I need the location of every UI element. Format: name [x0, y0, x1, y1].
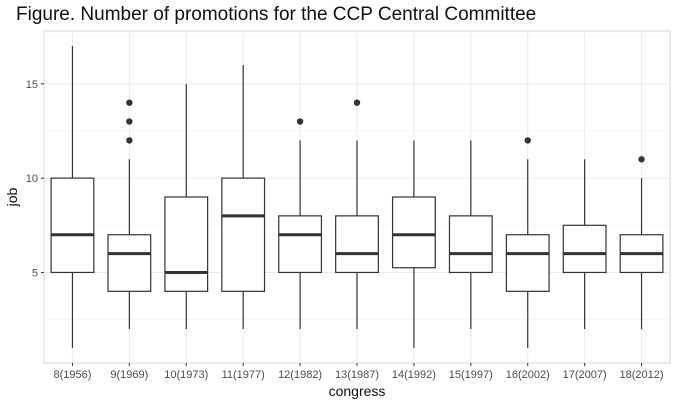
box-iqr — [278, 215, 323, 274]
box-3 — [164, 83, 209, 330]
box-6 — [335, 99, 379, 330]
axis-layer: 5 10 15 8(1956) 9(1969) 10(1973) 11(1977) 12(19… — [26, 79, 664, 381]
outlier-point — [638, 156, 645, 163]
box-iqr — [221, 177, 266, 292]
outlier-point — [126, 118, 133, 125]
outlier-point — [296, 118, 304, 125]
x-tick-label: 9(1969) — [110, 369, 148, 381]
x-tick-label: 11(1977) — [222, 369, 265, 381]
box-2 — [107, 99, 152, 330]
x-tick-label: 13(1987) — [335, 369, 379, 381]
chart-title: Figure. Number of promotions for the CCP… — [16, 4, 537, 25]
x-tick-label: 17(2007) — [563, 369, 607, 381]
x-tick-label: 15(1997) — [449, 369, 493, 381]
box-iqr — [448, 215, 493, 274]
x-axis-title: congress — [329, 383, 386, 399]
box-11 — [619, 156, 664, 330]
outlier-point — [353, 99, 361, 106]
outlier-point — [524, 137, 531, 144]
box-iqr — [562, 224, 607, 274]
y-tick-label: 5 — [32, 267, 38, 279]
box-9 — [505, 137, 550, 348]
box-iqr — [505, 234, 550, 292]
box-iqr — [107, 234, 152, 292]
x-tick-label: 8(1956) — [53, 369, 91, 381]
box-layer — [50, 46, 664, 348]
box-iqr — [50, 177, 95, 274]
box-iqr — [391, 196, 436, 269]
x-tick-label: 10(1973) — [164, 369, 208, 381]
x-tick-label: 18(2012) — [620, 369, 664, 381]
box-8 — [448, 140, 493, 330]
box-4 — [221, 64, 266, 330]
y-tick-label: 10 — [26, 173, 38, 185]
box-10 — [562, 159, 607, 330]
outlier-point — [126, 99, 133, 106]
y-tick-label: 15 — [26, 79, 38, 91]
x-tick-label: 14(1992) — [392, 369, 436, 381]
box-5 — [278, 118, 323, 330]
box-iqr — [164, 196, 209, 292]
box-7 — [391, 140, 436, 348]
box-iqr — [335, 215, 379, 274]
outlier-point — [126, 137, 133, 144]
y-axis-title: job — [4, 187, 20, 207]
box-1 — [50, 46, 95, 348]
x-tick-label: 12(1982) — [278, 369, 322, 381]
x-tick-label: 16(2002) — [506, 369, 550, 381]
